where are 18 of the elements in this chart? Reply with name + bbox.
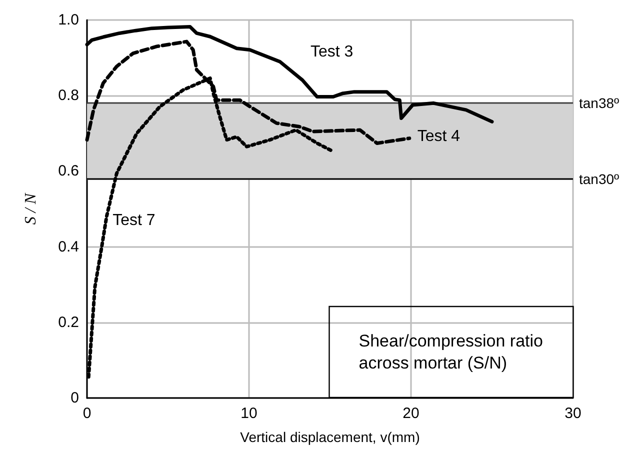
x-tick-label: 10	[240, 405, 258, 422]
ref-line-label: tan38º	[579, 95, 620, 112]
y-tick-label: 1.0	[58, 12, 79, 28]
series-label: Test 7	[112, 212, 156, 230]
annotation: Shear/compression ratio across mortar (S/N)	[358, 332, 544, 372]
x-tick-label: 30	[564, 405, 582, 422]
y-tick-label: 0.6	[58, 162, 79, 180]
series-label: Test 4	[417, 128, 460, 145]
x-tick-label: 0	[82, 405, 92, 422]
y-tick-label: 0	[70, 390, 79, 406]
series-label: Test 3	[310, 44, 354, 61]
x-tick-label: 20	[402, 405, 420, 422]
ref-line-label: tan30º	[579, 170, 620, 187]
y-tick-label: 0.2	[58, 314, 79, 331]
x-axis-title: Vertical displacement, v(mm)	[240, 429, 420, 445]
y-tick-label: 0.4	[58, 238, 79, 256]
y-tick-label: 0.8	[58, 87, 79, 104]
y-axis-title: S / N	[22, 192, 40, 225]
